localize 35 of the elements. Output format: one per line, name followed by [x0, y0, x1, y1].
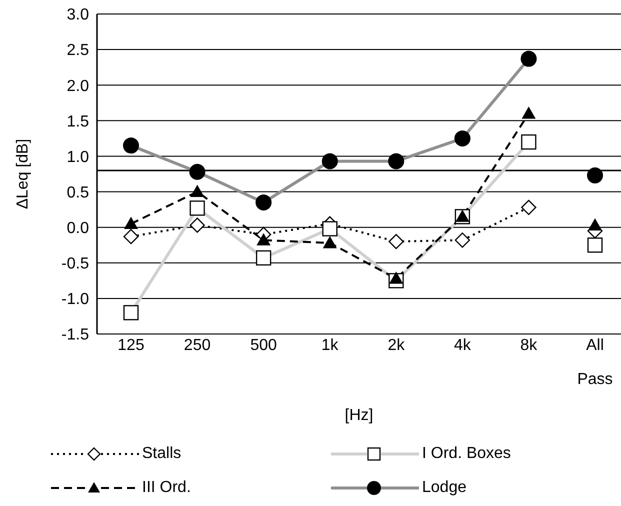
point [256, 250, 272, 266]
x-tick-label: 8k [520, 337, 538, 354]
x-tick-label: 1k [321, 337, 340, 354]
x-tick-label: 4k [454, 337, 472, 354]
y-tick-label: 2.0 [66, 78, 90, 95]
point [124, 216, 138, 230]
y-tick-label: -1.0 [61, 291, 90, 308]
y-tick-label: -0.5 [61, 256, 90, 273]
y-tick-label: 0.5 [66, 184, 90, 202]
x-tick-label: All Pass [577, 337, 613, 388]
x-tick-label: 125 [118, 337, 144, 354]
point [190, 184, 204, 198]
point [190, 200, 205, 216]
x-tick-label: 2k [388, 337, 406, 354]
y-tick-label: 3.0 [66, 6, 90, 24]
x-tick-label: 250 [184, 337, 211, 354]
legend-label: I Ord. Boxes [422, 445, 511, 463]
y-tick-label: 2.5 [66, 42, 90, 60]
y-tick-label: -1.5 [61, 326, 90, 344]
y-axis-title: ΔLeq [dB] [14, 138, 32, 210]
point [256, 233, 271, 246]
y-tick-label: 1.5 [66, 113, 90, 130]
x-axis-title: [Hz] [344, 407, 374, 424]
point [123, 305, 139, 320]
legend-label: III Ord. [142, 479, 191, 497]
point [322, 236, 337, 248]
x-tick-label: 500 [250, 337, 278, 354]
point [522, 106, 536, 119]
y-tick-label: 0.0 [66, 220, 90, 238]
y-tick-label: 1.0 [66, 148, 90, 166]
point [389, 272, 404, 284]
legend-label: Lodge [422, 479, 466, 497]
legend-label: Stalls [142, 445, 182, 463]
point [322, 221, 338, 236]
point [521, 134, 536, 150]
